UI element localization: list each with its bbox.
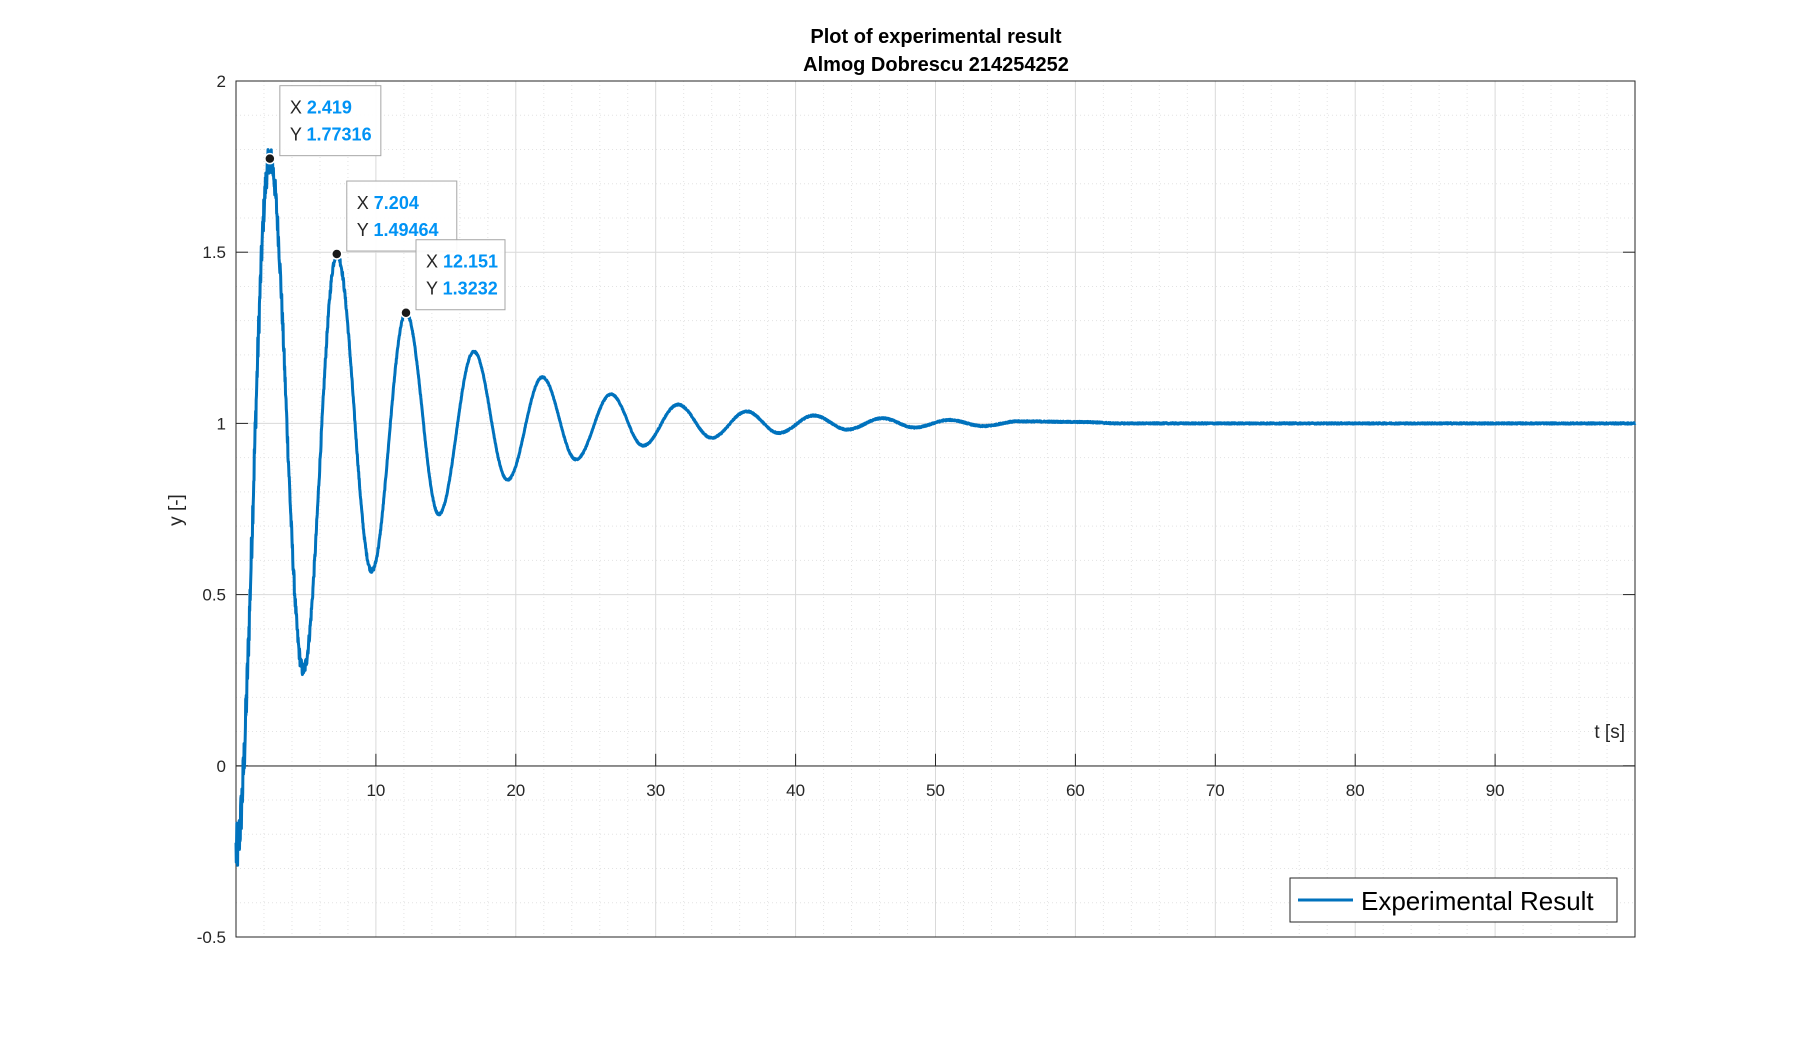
minor-grid xyxy=(236,81,1635,937)
datatip-x-key: X xyxy=(357,193,374,213)
datatip-x-key: X xyxy=(426,252,443,272)
y-tick-label: 0.5 xyxy=(202,586,226,605)
y-axis-label: y [-] xyxy=(166,494,187,526)
datatip-y-value: 1.3232 xyxy=(443,279,498,299)
datatip-y-value: 1.77316 xyxy=(307,125,372,145)
datatip-x-value: 12.151 xyxy=(443,252,498,272)
x-ticks: 10 20 30 40 50 60 70 80 90 xyxy=(366,753,1505,800)
x-tick-label: 10 xyxy=(366,781,385,800)
x-tick-label: 40 xyxy=(786,781,805,800)
legend-series-label: Experimental Result xyxy=(1361,886,1594,916)
datatip-y-row: Y 1.3232 xyxy=(426,279,498,299)
datatip-x-row: X 2.419 xyxy=(290,98,352,118)
datatip-box xyxy=(279,85,382,157)
datatip-marker[interactable] xyxy=(400,306,412,319)
datatip-x-value: 7.204 xyxy=(374,193,419,213)
y-ticks: -0.5 0 0.5 1 1.5 2 xyxy=(197,72,1635,947)
y-tick-label: 2 xyxy=(217,72,226,91)
x-tick-label: 20 xyxy=(506,781,525,800)
datatip-x-row: X 12.151 xyxy=(426,252,498,272)
datatip-x-key: X xyxy=(290,98,307,118)
series-experimental-result xyxy=(234,148,1637,867)
datatip-marker[interactable] xyxy=(331,248,343,260)
y-tick-label: 1 xyxy=(217,414,226,433)
datatip-x-value: 2.419 xyxy=(307,98,352,118)
axes-box xyxy=(235,80,1636,938)
datatip-y-key: Y xyxy=(357,220,374,240)
datatip-y-key: Y xyxy=(426,279,443,299)
x-tick-label: 30 xyxy=(646,781,665,800)
x-tick-label: 70 xyxy=(1206,781,1225,800)
chart-title-line-2: Almog Dobrescu 214254252 xyxy=(803,54,1069,76)
y-tick-label: 0 xyxy=(217,757,226,776)
x-axis-label: t [s] xyxy=(1594,722,1625,743)
y-tick-label: -0.5 xyxy=(197,928,226,947)
x-tick-label: 50 xyxy=(926,781,945,800)
x-tick-label: 90 xyxy=(1486,781,1505,800)
x-tick-label: 80 xyxy=(1346,781,1365,800)
y-tick-label: 1.5 xyxy=(202,243,226,262)
x-tick-label: 60 xyxy=(1066,781,1085,800)
legend[interactable]: Experimental Result xyxy=(1289,877,1618,923)
datatip-marker[interactable] xyxy=(264,152,276,165)
datatip-y-value: 1.49464 xyxy=(373,220,438,240)
chart-title-line-1: Plot of experimental result xyxy=(810,26,1062,48)
datatip-box xyxy=(415,239,506,311)
datatip-x-row: X 7.204 xyxy=(357,193,419,213)
datatip-y-row: Y 1.77316 xyxy=(290,125,372,145)
datatip-y-row: Y 1.49464 xyxy=(357,220,439,240)
datatip-y-key: Y xyxy=(290,125,307,145)
